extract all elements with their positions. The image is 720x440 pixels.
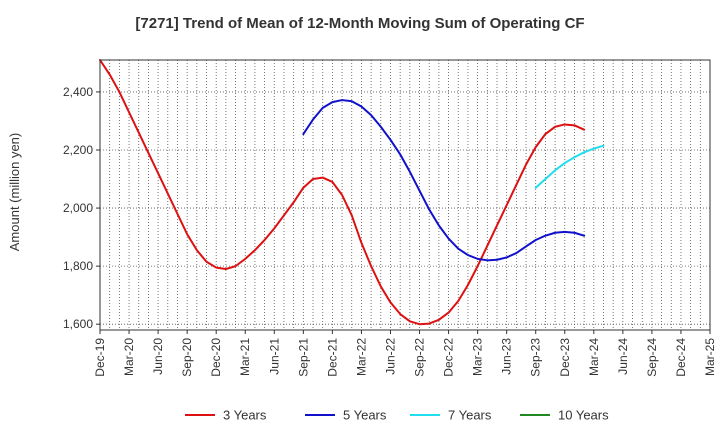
legend: 3 Years 5 Years 7 Years 10 Years — [185, 408, 609, 423]
x-tick-label: Dec-24 — [674, 338, 688, 377]
legend-label: 5 Years — [343, 408, 387, 423]
series-line-5-years — [302, 99, 586, 262]
x-tick-label: Mar-23 — [471, 338, 485, 376]
x-tick-label: Mar-22 — [354, 338, 368, 376]
x-tick-label: Dec-21 — [325, 338, 339, 377]
x-tick-label: Sep-24 — [645, 338, 659, 377]
x-tick-label: Mar-25 — [703, 338, 717, 376]
x-tick-label: Jun-21 — [267, 338, 281, 375]
x-tick-label: Mar-24 — [587, 338, 601, 376]
y-tick-label: 2,200 — [63, 143, 93, 157]
y-ticks: 1,600 1,800 2,000 2,200 2,400 — [63, 85, 100, 331]
series-group — [99, 59, 605, 326]
x-tick-label: Mar-20 — [122, 338, 136, 376]
series-line-3-years — [99, 59, 586, 326]
legend-label: 7 Years — [448, 408, 492, 423]
y-tick-label: 1,600 — [63, 317, 93, 331]
x-tick-label: Dec-23 — [558, 338, 572, 377]
y-tick-label: 2,400 — [63, 85, 93, 99]
x-tick-label: Sep-22 — [413, 338, 427, 377]
x-tick-label: Sep-21 — [296, 338, 310, 377]
y-tick-label: 1,800 — [63, 259, 93, 273]
x-tick-label: Mar-21 — [238, 338, 252, 376]
x-tick-label: Jun-20 — [151, 338, 165, 375]
x-tick-label: Dec-20 — [209, 338, 223, 377]
x-tick-label: Jun-24 — [616, 338, 630, 375]
grid — [100, 60, 710, 330]
x-tick-label: Sep-20 — [180, 338, 194, 377]
series-line-7-years — [534, 144, 605, 189]
x-tick-label: Jun-23 — [500, 338, 514, 375]
legend-label: 10 Years — [558, 408, 609, 423]
x-tick-label: Sep-23 — [529, 338, 543, 377]
x-ticks: Dec-19 Mar-20 Jun-20 Sep-20 Dec-20 Mar-21 Jun-… — [93, 330, 717, 377]
y-tick-label: 2,000 — [63, 201, 93, 215]
x-tick-label: Dec-19 — [93, 338, 107, 377]
y-axis-label: Amount (million yen) — [7, 133, 22, 252]
x-tick-label: Dec-22 — [442, 338, 456, 377]
x-tick-label: Jun-22 — [383, 338, 397, 375]
legend-label: 3 Years — [223, 408, 267, 423]
plot-frame — [99, 59, 711, 331]
chart-title: [7271] Trend of Mean of 12-Month Moving … — [135, 15, 584, 32]
